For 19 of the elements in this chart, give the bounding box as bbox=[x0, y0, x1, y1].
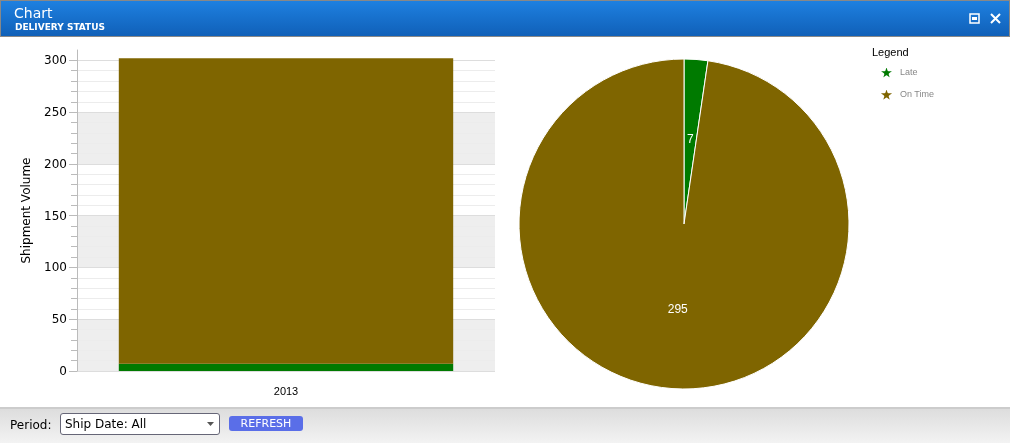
y-tick-label: 50 bbox=[51, 312, 67, 327]
y-tick-label: 100 bbox=[44, 260, 67, 275]
legend-label: Late bbox=[900, 67, 918, 78]
chart-title: Chart bbox=[14, 5, 53, 21]
chart-subtitle: DELIVERY STATUS bbox=[15, 22, 106, 32]
y-axis-title: Shipment Volume bbox=[19, 157, 33, 264]
y-tick-label: 250 bbox=[44, 105, 67, 120]
data-label: 295 bbox=[667, 302, 689, 317]
x-tick-label: 2013 bbox=[273, 384, 299, 397]
text: Period: bbox=[10, 418, 52, 432]
text: REFRESH bbox=[229, 416, 303, 431]
legend-title: Legend bbox=[872, 45, 909, 58]
y-tick-label: 200 bbox=[44, 156, 67, 171]
y-tick-label: 300 bbox=[44, 53, 67, 68]
data-label: 7 bbox=[686, 131, 694, 146]
y-tick-label: 150 bbox=[44, 208, 67, 223]
text: Ship Date: All bbox=[60, 413, 220, 435]
legend-label: On Time bbox=[900, 89, 935, 100]
y-tick-label: 0 bbox=[59, 364, 67, 378]
